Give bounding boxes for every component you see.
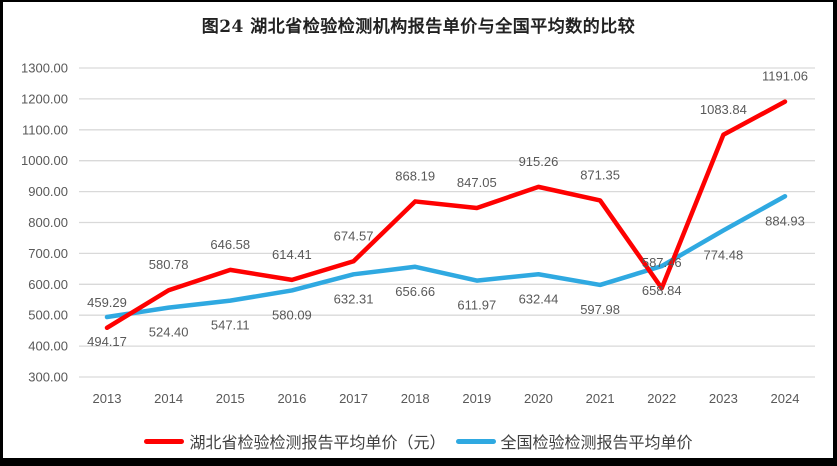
y-axis-tick-label: 1300.00 bbox=[21, 61, 68, 76]
chart-title: 图24 湖北省检验检测机构报告单价与全国平均数的比较 bbox=[201, 17, 636, 37]
hubei-data-label: 1191.06 bbox=[762, 69, 808, 84]
national-series-swatch bbox=[455, 438, 496, 444]
y-axis-tick-label: 800.00 bbox=[28, 215, 68, 230]
x-axis-label: 2018 bbox=[401, 391, 430, 406]
y-axis-tick-label: 1100.00 bbox=[22, 122, 68, 137]
x-axis-label: 2020 bbox=[524, 391, 553, 406]
national-data-label: 524.40 bbox=[149, 325, 189, 340]
frame-border-top bbox=[0, 0, 837, 2]
x-axis-label: 2021 bbox=[586, 391, 615, 406]
national-data-label: 494.17 bbox=[87, 334, 127, 349]
national-series-label: 全国检验检测报告平均单价 bbox=[500, 433, 693, 452]
legend-item-hubei: 湖北省检验检测报告平均单价（元） bbox=[144, 429, 446, 453]
frame-border-right bbox=[833, 0, 837, 466]
x-axis-label: 2016 bbox=[277, 391, 306, 406]
frame-border-left bbox=[0, 0, 3, 466]
national-data-label: 632.44 bbox=[519, 291, 559, 306]
y-axis-tick-label: 500.00 bbox=[28, 308, 68, 323]
x-axis-label: 2023 bbox=[709, 391, 738, 406]
hubei-data-label: 1083.84 bbox=[700, 102, 747, 117]
y-axis-tick-label: 700.00 bbox=[28, 246, 68, 261]
chart-legend: 湖北省检验检测报告平均单价（元） 全国检验检测报告平均单价 bbox=[0, 429, 837, 453]
x-axis-label: 2014 bbox=[154, 391, 183, 406]
national-data-label: 632.31 bbox=[334, 291, 374, 306]
hubei-data-label: 459.29 bbox=[87, 295, 127, 310]
national-data-label: 611.97 bbox=[457, 298, 496, 313]
y-axis-tick-label: 1200.00 bbox=[21, 91, 68, 106]
y-axis-tick-label: 600.00 bbox=[28, 277, 68, 292]
hubei-data-label: 868.19 bbox=[395, 168, 435, 183]
x-axis-label: 2015 bbox=[216, 391, 245, 406]
national-data-label: 547.11 bbox=[211, 318, 250, 333]
hubei-data-label: 847.05 bbox=[457, 175, 497, 190]
national-data-label: 656.66 bbox=[395, 284, 435, 299]
x-axis-label: 2017 bbox=[339, 391, 368, 406]
hubei-data-label: 871.35 bbox=[580, 167, 620, 182]
hubei-series-swatch bbox=[144, 438, 185, 444]
x-axis-label: 2019 bbox=[462, 391, 491, 406]
hubei-data-label: 646.58 bbox=[210, 237, 250, 252]
frame-border-bottom bbox=[0, 458, 837, 466]
national-data-label: 580.09 bbox=[272, 307, 312, 322]
hubei-data-label: 614.41 bbox=[272, 247, 312, 262]
hubei-series-line bbox=[104, 99, 788, 331]
hubei-series-label: 湖北省检验检测报告平均单价（元） bbox=[189, 433, 446, 452]
national-data-label: 774.48 bbox=[703, 247, 743, 262]
hubei-data-label: 580.78 bbox=[149, 257, 189, 272]
hubei-data-label: 915.26 bbox=[519, 154, 559, 169]
x-axis-label: 2024 bbox=[771, 391, 800, 406]
x-axis-label: 2013 bbox=[93, 391, 122, 406]
x-axis-label: 2022 bbox=[647, 391, 676, 406]
national-data-label: 658.84 bbox=[642, 283, 682, 298]
y-axis-tick-label: 400.00 bbox=[28, 339, 68, 354]
national-data-label: 597.98 bbox=[580, 302, 620, 317]
hubei-data-label: 674.57 bbox=[334, 228, 374, 243]
y-axis-tick-label: 300.00 bbox=[28, 370, 68, 385]
y-axis-tick-label: 1000.00 bbox=[21, 153, 68, 168]
hubei-data-label: 587.46 bbox=[642, 255, 682, 270]
national-series-line bbox=[104, 194, 788, 320]
y-axis-tick-label: 900.00 bbox=[28, 184, 68, 199]
legend-item-national: 全国检验检测报告平均单价 bbox=[455, 429, 693, 453]
national-data-label: 884.93 bbox=[765, 213, 805, 228]
